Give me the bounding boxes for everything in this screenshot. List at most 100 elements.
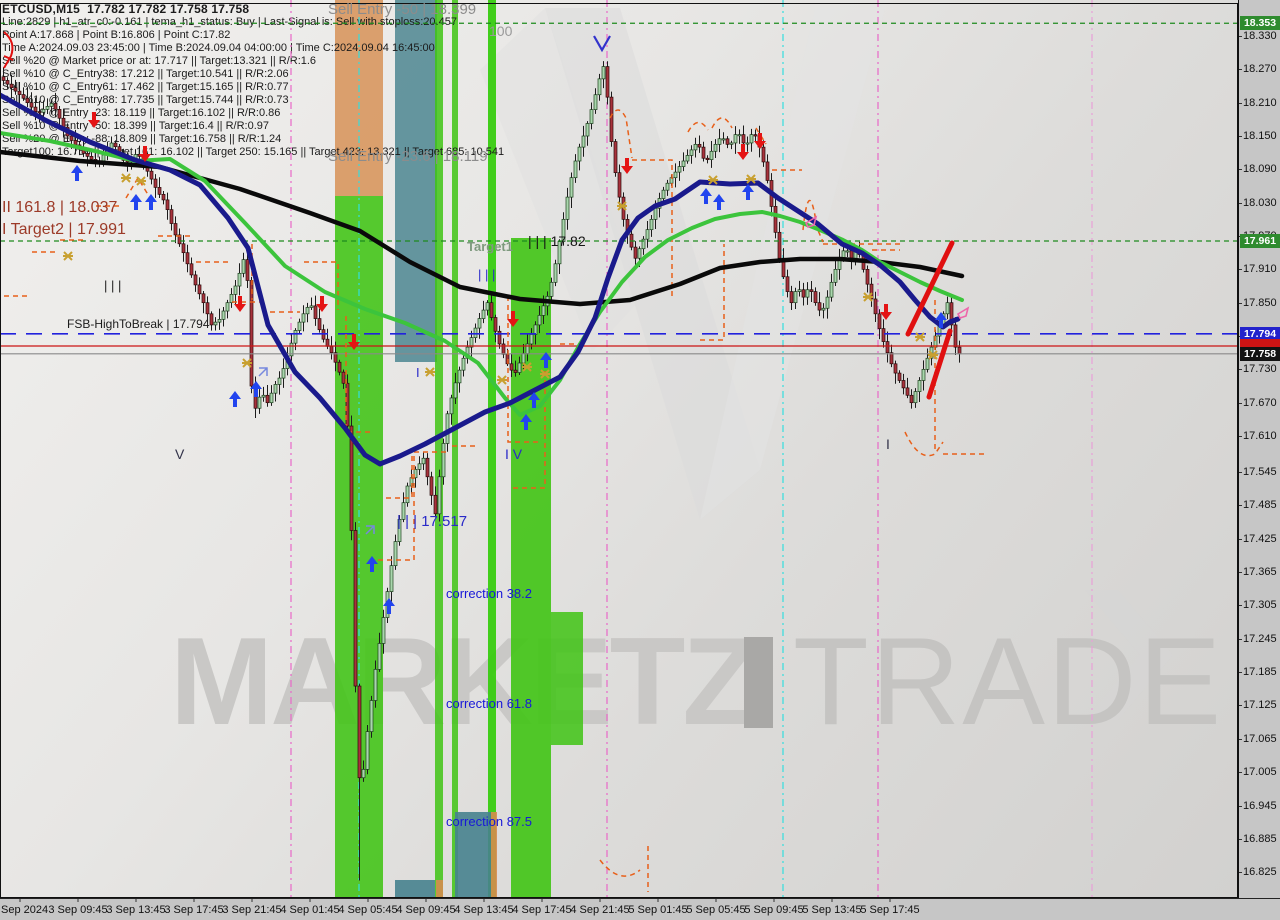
- price-tick-mark: [1239, 169, 1242, 171]
- label-price-1782[interactable]: | | | 17.82: [528, 233, 586, 249]
- price-tick-label: 18.330: [1243, 30, 1277, 42]
- label-wave2-1618[interactable]: II 161.8 | 18.037: [2, 199, 118, 216]
- signal-star-icon: [617, 201, 627, 211]
- time-tick-mark: [889, 899, 891, 902]
- price-tick-mark: [1239, 436, 1242, 438]
- price-tick-mark: [1239, 202, 1242, 204]
- label-sell-entry-50[interactable]: Sell Entry -50 | 18.399: [328, 1, 477, 18]
- stop-line-path: [560, 109, 673, 345]
- time-tick-label: 4 Sep 13:45: [454, 904, 514, 916]
- label-target2[interactable]: I Target2 | 17.991: [2, 221, 126, 238]
- buy-arrow-icon: [383, 598, 395, 614]
- time-tick-mark: [831, 899, 833, 902]
- info-line: Sell %10 @ C_Entry38: 17.212 || Target:1…: [2, 68, 289, 80]
- label-sell-entry-236[interactable]: Sell Entry -23.6 | 18.119: [328, 148, 488, 165]
- drawing-scribble: [3, 31, 14, 69]
- stop-line-path: [700, 127, 903, 341]
- time-tick-label: 4 Sep 01:45: [280, 904, 340, 916]
- sell-arrow-icon: [621, 158, 633, 174]
- label-price-17517[interactable]: | | | 17.517: [397, 513, 468, 530]
- signal-star-icon: [746, 174, 756, 184]
- time-tick-mark: [193, 899, 195, 902]
- price-tick-mark: [1239, 369, 1242, 371]
- info-line: Sell %10 @ Entry -50: 18.399 || Target:1…: [2, 120, 269, 132]
- wave-v-check-icon: [593, 35, 611, 53]
- signal-star-icon: [425, 367, 435, 377]
- breakout-arrow-icon: [365, 525, 375, 535]
- buy-arrow-icon: [528, 392, 540, 408]
- buy-arrow-icon: [700, 188, 712, 204]
- label-wave-iv[interactable]: I V: [505, 446, 523, 462]
- label-ticks-blue[interactable]: | | |: [478, 267, 496, 282]
- signal-star-icon: [540, 369, 550, 379]
- stop-line-path: [345, 316, 446, 561]
- buy-arrow-icon: [520, 414, 532, 430]
- watermark-right: TRADE: [793, 613, 1224, 751]
- price-tick-mark: [1239, 302, 1242, 304]
- price-tick-label: 16.945: [1243, 799, 1277, 812]
- time-tick-mark: [135, 899, 137, 902]
- fib-zone-band: [436, 880, 443, 898]
- price-tick-mark: [1239, 472, 1242, 474]
- time-tick-mark: [19, 899, 21, 902]
- time-tick-mark: [541, 899, 543, 902]
- price-level-tag: 18.353: [1240, 16, 1280, 31]
- price-tick-label: 17.910: [1243, 263, 1277, 276]
- price-tick-label: 18.210: [1243, 96, 1277, 109]
- label-correction-382[interactable]: correction 38.2: [446, 586, 532, 601]
- buy-arrow-icon: [130, 194, 142, 210]
- label-target1[interactable]: Target1: [467, 239, 513, 254]
- stop-line-path: [4, 239, 86, 297]
- label-wave-v-left[interactable]: V: [175, 446, 185, 462]
- trend-line[interactable]: [926, 328, 953, 400]
- fib-zone-band: [435, 0, 443, 898]
- time-tick-label: 3 Sep 17:45: [164, 904, 224, 916]
- label-correction-618[interactable]: correction 61.8: [446, 696, 532, 711]
- signal-star-icon: [497, 375, 507, 385]
- info-line: Time A:2024.09.03 23:45:00 | Time B:2024…: [2, 42, 435, 54]
- label-wave-i-mid[interactable]: I: [416, 365, 420, 380]
- price-tick-mark: [1239, 136, 1242, 137]
- buy-arrow-icon: [540, 352, 552, 368]
- time-tick-label: 5 Sep 05:45: [686, 904, 746, 916]
- price-tick-label: 17.485: [1243, 499, 1277, 512]
- stop-line-path: [96, 176, 151, 207]
- fib-zone-band: [488, 0, 496, 898]
- chart-plot-area[interactable]: MARKETZ TRADE ETCUSD,M15 17.782 17.782 1…: [0, 0, 1238, 898]
- trend-line[interactable]: [905, 240, 955, 337]
- price-tick-label: 18.030: [1243, 196, 1277, 209]
- stop-line-path: [386, 452, 413, 499]
- price-tick-label: 16.825: [1243, 866, 1277, 879]
- label-fsb-hightobreak[interactable]: FSB-HighToBreak | 17.794: [67, 317, 210, 331]
- label-wave-iii[interactable]: | | |: [104, 278, 122, 293]
- price-axis[interactable]: 18.330 18.270 18.210 18.150 18.090 18.030 17.9…: [1238, 0, 1280, 912]
- stop-line-path: [687, 117, 733, 133]
- price-tick-label: 17.545: [1243, 466, 1277, 479]
- label-fib-100[interactable]: 100: [489, 23, 513, 39]
- fib-zone-band: [455, 812, 491, 898]
- time-tick-label: 4 Sep 09:45: [396, 904, 456, 916]
- info-line: Point A:17.868 | Point B:16.806 | Point …: [2, 29, 231, 41]
- price-tick-label: 18.270: [1243, 63, 1277, 76]
- time-tick-label: 5 Sep 17:45: [860, 904, 920, 916]
- price-tick-label: 17.005: [1243, 766, 1277, 779]
- signal-star-icon: [522, 362, 532, 372]
- pink-marker-icon: [956, 306, 970, 319]
- fib-zone-band: [452, 0, 458, 898]
- sell-arrow-icon: [348, 334, 360, 350]
- buy-arrow-icon: [250, 381, 262, 397]
- price-chart-canvas[interactable]: [0, 0, 1238, 898]
- stop-line-path: [452, 296, 546, 489]
- price-tick-mark: [1239, 672, 1242, 674]
- fib-zone-band: [395, 0, 437, 362]
- buy-arrow-icon: [229, 391, 241, 407]
- label-correction-875[interactable]: correction 87.5: [446, 814, 532, 829]
- price-tick-label: 17.365: [1243, 566, 1277, 579]
- label-wave-i-right[interactable]: I: [886, 436, 890, 452]
- sell-arrow-icon: [737, 144, 749, 160]
- signal-star-icon: [242, 358, 252, 368]
- price-tick-mark: [1239, 102, 1242, 104]
- time-tick-mark: [599, 899, 601, 902]
- signal-star-icon: [136, 176, 146, 186]
